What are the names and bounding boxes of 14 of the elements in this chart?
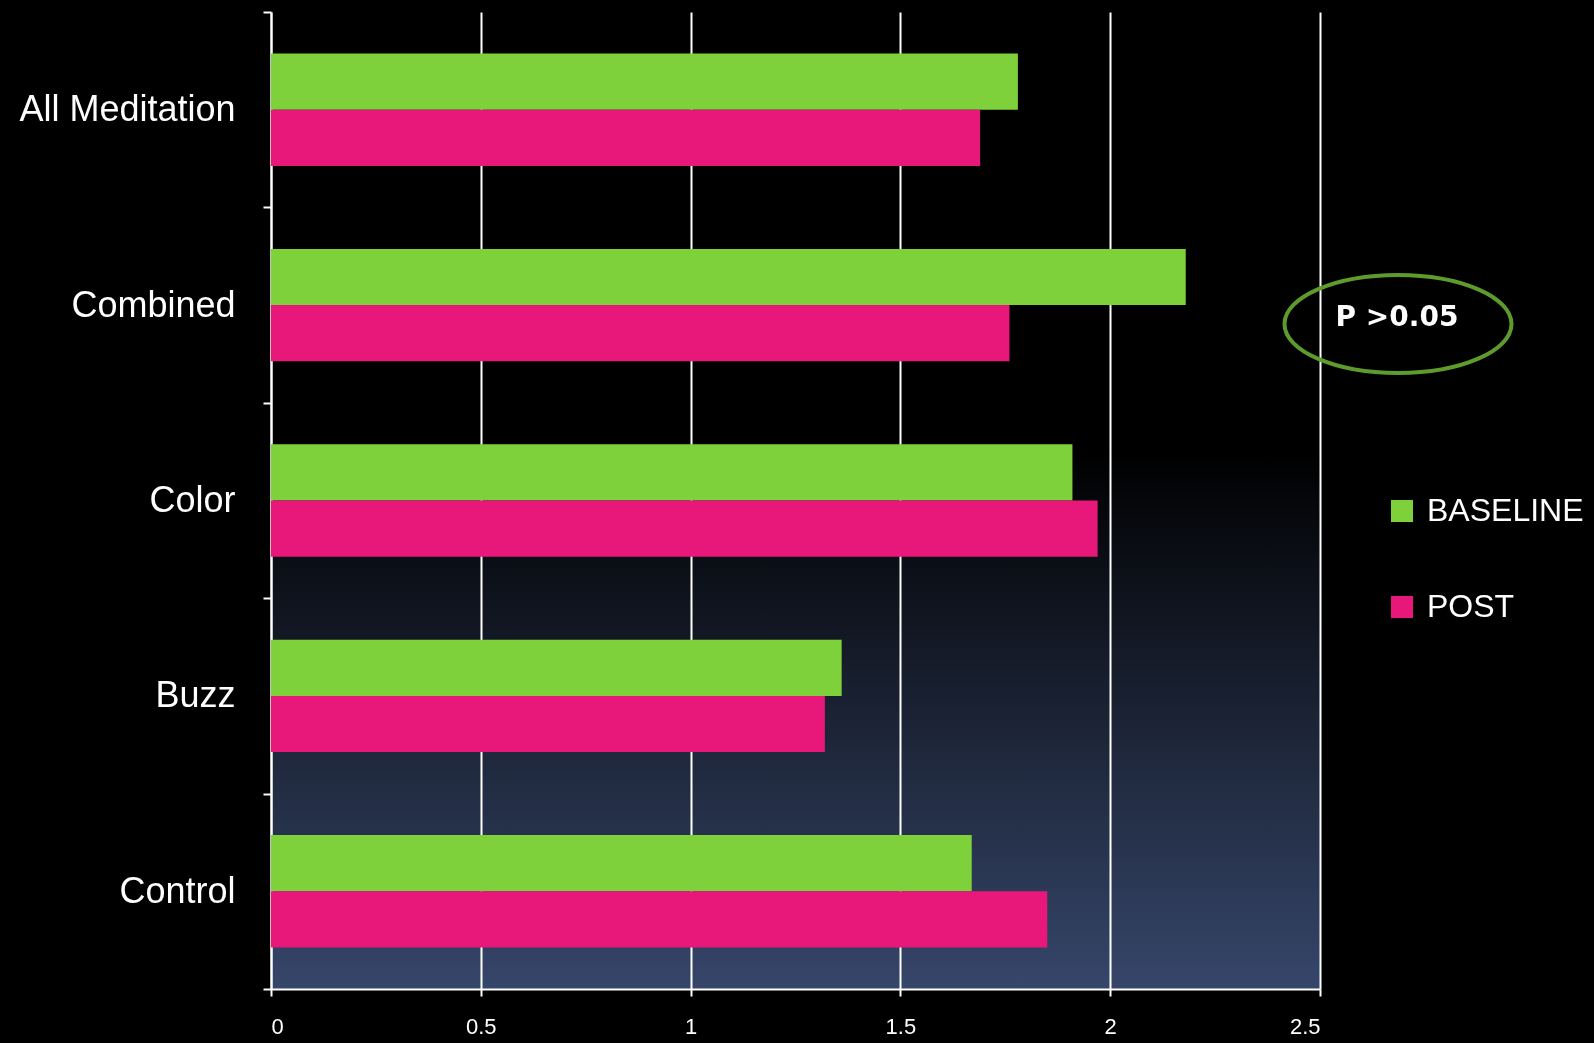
x-tick-label: 2 [1104, 1013, 1117, 1039]
x-tick-label: 0.5 [466, 1013, 497, 1039]
text: P >0.05 [1335, 300, 1459, 333]
y-tick-label: All Meditation [19, 88, 236, 130]
legend-label: BASELINE [1427, 492, 1584, 528]
x-tick-label: 1 [684, 1013, 698, 1039]
y-tick-label: Combined [71, 283, 236, 325]
legend-label: POST [1427, 588, 1515, 624]
y-tick-label: Buzz [155, 674, 236, 716]
y-tick-label: Color [149, 479, 236, 520]
y-tick-label: Control [119, 869, 236, 911]
x-tick-label: 0 [271, 1013, 284, 1039]
x-tick-label: 1.5 [885, 1013, 917, 1039]
x-tick-label: 2.5 [1289, 1013, 1321, 1039]
